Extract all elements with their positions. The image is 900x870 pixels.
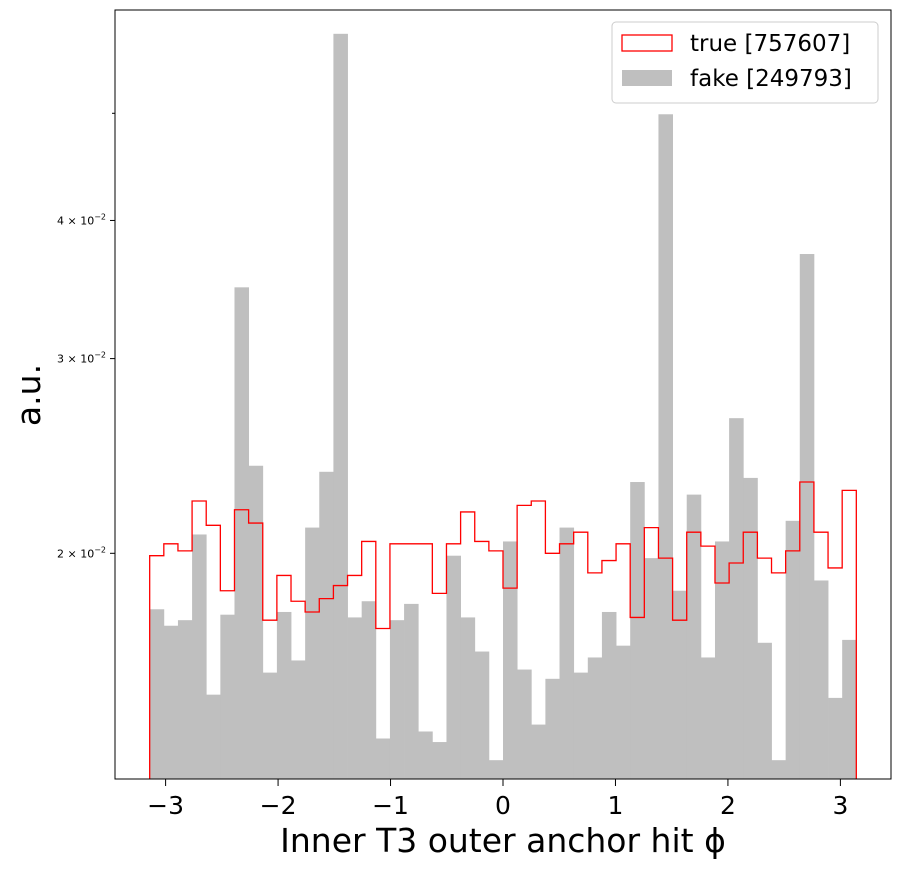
fake-bar — [163, 625, 179, 779]
fake-bar — [220, 614, 235, 779]
y-tick-label: 3 × 10−2 — [57, 351, 106, 366]
fake-bar — [714, 541, 730, 779]
fake-bar — [248, 465, 264, 779]
y-tick-label: 2 × 10−2 — [57, 545, 106, 560]
fake-bar — [276, 611, 292, 779]
fake-bar — [319, 471, 334, 779]
x-tick-label: −3 — [147, 791, 184, 820]
x-tick-label: −2 — [260, 791, 297, 820]
fake-bar — [743, 477, 758, 779]
true-series-step-line — [149, 481, 857, 779]
fake-bar — [757, 642, 772, 779]
fake-bar — [404, 603, 419, 779]
fake-bar — [644, 558, 659, 779]
x-axis-label: Inner T3 outer anchor hit ϕ — [280, 821, 726, 860]
y-axis-ticks: 2 × 10−2 3 × 10−2 4 × 10−2 — [57, 112, 115, 560]
legend-swatch-fake — [622, 70, 672, 86]
y-tick-label: 4 × 10−2 — [57, 212, 106, 227]
legend-swatch-true — [621, 34, 673, 52]
fake-bar — [192, 534, 207, 779]
fake-bar — [305, 527, 320, 779]
fake-bar — [177, 620, 193, 779]
fake-series-bars — [149, 33, 857, 779]
fake-bar — [531, 724, 546, 779]
fake-bar — [389, 620, 405, 779]
fake-bar — [616, 645, 631, 779]
fake-bar — [347, 617, 363, 779]
fake-bar — [799, 254, 815, 779]
fake-bar — [446, 555, 462, 779]
fake-bar — [361, 601, 377, 779]
fake-bar — [517, 669, 532, 779]
legend-box — [611, 21, 879, 104]
fake-bar — [206, 694, 221, 779]
fake-bar — [375, 738, 391, 779]
fake-bar — [432, 742, 447, 779]
fake-bar — [630, 482, 645, 779]
fake-bar — [460, 617, 476, 779]
fake-bar — [262, 672, 278, 779]
fake-bar — [545, 678, 560, 779]
legend-label-fake: fake [249793] — [690, 66, 852, 92]
fake-bar — [234, 287, 250, 779]
fake-bar — [842, 639, 857, 779]
fake-bar — [658, 114, 673, 779]
x-tick-label: −1 — [372, 791, 409, 820]
legend: true [757607] fake [249793] — [611, 21, 879, 104]
x-tick-label: 0 — [495, 791, 511, 820]
fake-bar — [418, 731, 433, 779]
fake-bar — [149, 609, 165, 779]
fake-bar — [771, 760, 787, 779]
legend-label-true: true [757607] — [690, 31, 850, 57]
fake-bar — [729, 418, 744, 779]
plot-area — [149, 33, 857, 779]
fake-bar — [587, 657, 603, 779]
fake-bar — [601, 611, 617, 779]
y-axis-label: a.u. — [9, 364, 48, 426]
fake-bar — [813, 580, 829, 779]
fake-bar — [333, 33, 348, 779]
fake-bar — [785, 520, 801, 779]
fake-bar — [291, 660, 306, 779]
fake-bar — [474, 651, 490, 779]
fake-bar — [700, 657, 716, 779]
x-tick-label: 3 — [832, 791, 848, 820]
fake-bar — [828, 697, 843, 779]
fake-bar — [672, 590, 688, 779]
fake-bar — [503, 541, 518, 779]
fake-bar — [488, 760, 504, 779]
x-tick-label: 1 — [608, 791, 624, 820]
fake-bar — [686, 494, 702, 779]
fake-bar — [573, 672, 589, 779]
fake-bar — [559, 527, 575, 779]
x-axis-ticks: −3 −2 −1 0 1 2 3 — [147, 779, 848, 820]
x-tick-label: 2 — [720, 791, 736, 820]
